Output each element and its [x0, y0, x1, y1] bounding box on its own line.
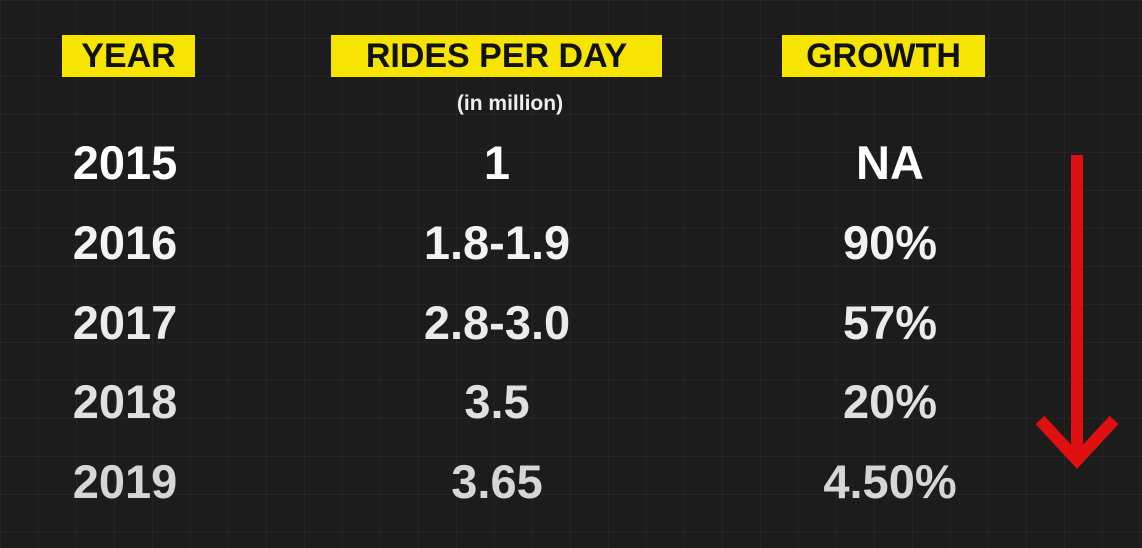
rides-cell: 3.65 [451, 455, 543, 508]
growth-cell: 57% [842, 296, 938, 349]
year-cell: 2019 [72, 455, 178, 508]
rides-cell: 3.5 [464, 375, 530, 428]
rides-cell: 1.8-1.9 [423, 216, 571, 269]
rides-cell: 1 [483, 136, 511, 189]
header-rides: RIDES PER DAY [331, 35, 662, 77]
year-cell: 2015 [72, 136, 178, 189]
growth-cell: 20% [842, 375, 938, 428]
year-cell: 2018 [72, 375, 178, 428]
rides-cell: 2.8-3.0 [423, 296, 571, 349]
year-cell: 2016 [72, 216, 178, 269]
growth-cell: 4.50% [823, 455, 957, 508]
header-year: YEAR [62, 35, 195, 77]
header-growth: GROWTH [782, 35, 985, 77]
growth-cell: NA [856, 136, 924, 189]
arrow-head [1035, 415, 1119, 469]
unit-note: (in million) [456, 92, 564, 115]
growth-cell: 90% [842, 216, 938, 269]
year-cell: 2017 [72, 296, 178, 349]
